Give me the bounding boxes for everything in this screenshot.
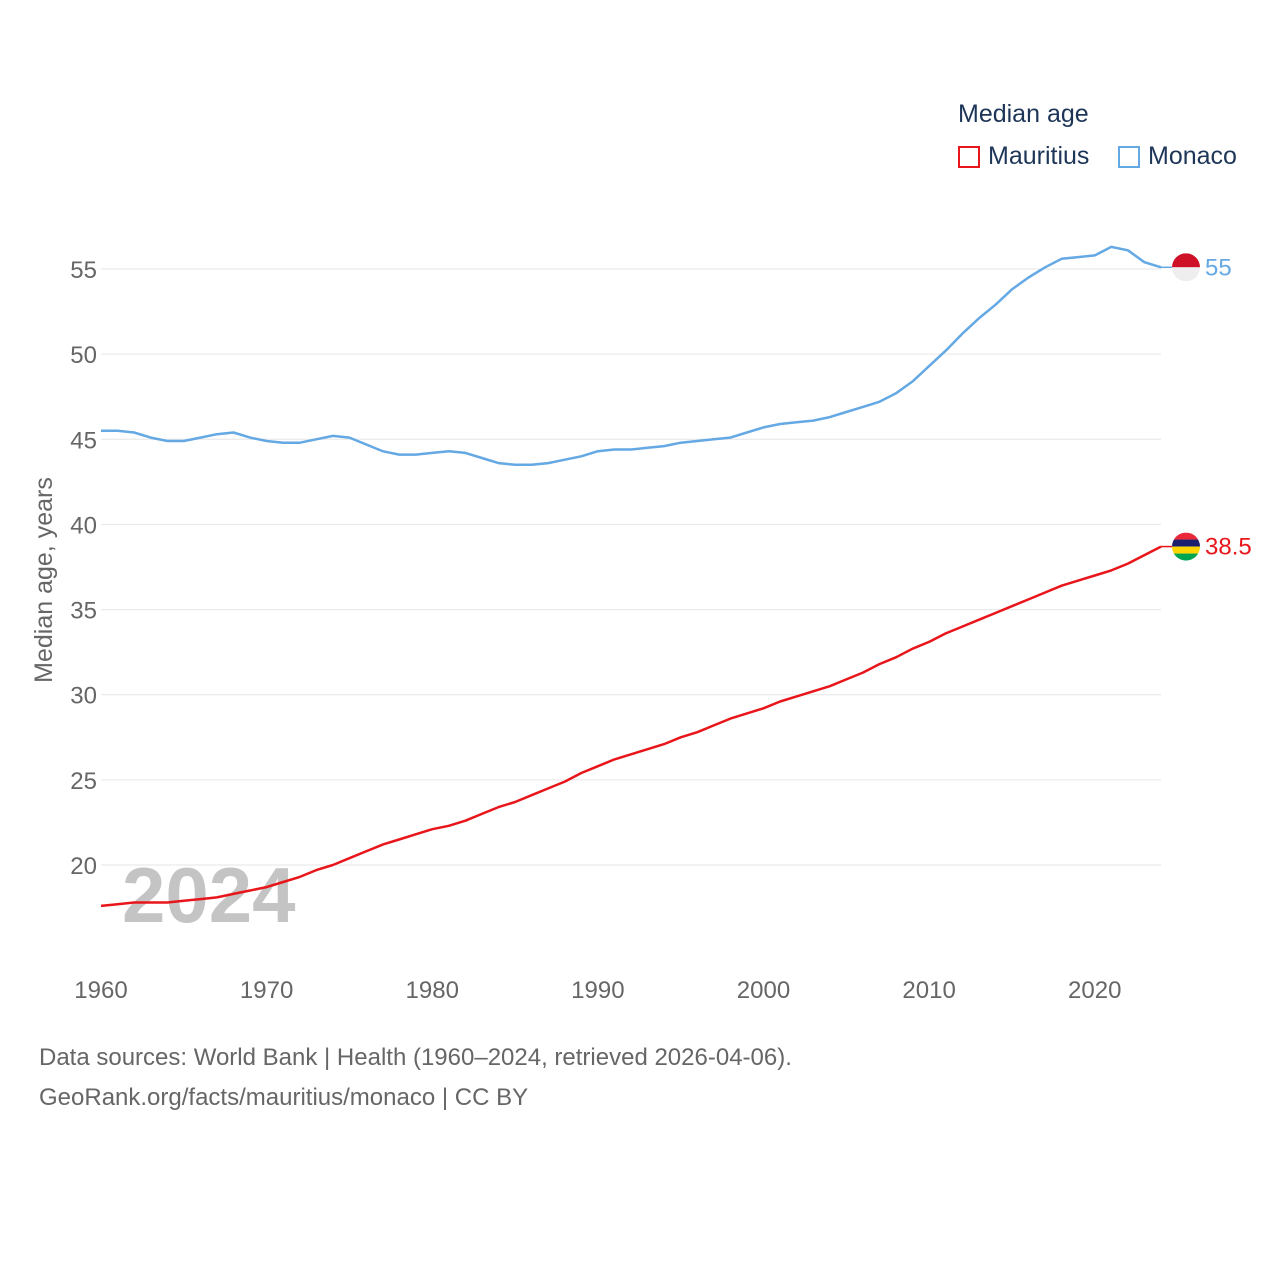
y-tick-label-55: 55 [70, 257, 97, 284]
series-lines [100, 245, 1162, 908]
legend-title: Median age [958, 100, 1089, 128]
mauritius-flag-icon [1172, 532, 1200, 561]
y-tick-label-30: 30 [70, 683, 97, 710]
legend-swatch-mauritius [958, 145, 980, 168]
x-tick-label-1990: 1990 [571, 977, 624, 1004]
y-axis-ticks: 20 25 30 35 40 45 50 55 [70, 257, 97, 880]
series-end-label-monaco: 55 [1205, 254, 1232, 281]
y-axis-label: Median age, years [30, 477, 58, 683]
series-end-label-mauritius: 38.5 [1205, 534, 1252, 561]
y-tick-label-20: 20 [70, 853, 97, 880]
x-tick-label-2010: 2010 [902, 977, 955, 1004]
series-end-markers: 38.5 55 [1161, 253, 1252, 561]
monaco-flag-icon [1172, 253, 1200, 282]
y-tick-label-45: 45 [70, 427, 97, 454]
legend-item-mauritius[interactable]: Mauritius [958, 142, 1089, 171]
y-tick-label-40: 40 [70, 512, 97, 539]
x-tick-label-2020: 2020 [1068, 977, 1121, 1004]
source-link[interactable]: GeoRank.org/facts/mauritius/monaco | CC … [39, 1084, 529, 1111]
x-tick-label-1980: 1980 [406, 977, 459, 1004]
y-tick-label-35: 35 [70, 598, 97, 625]
x-tick-label-1960: 1960 [74, 977, 127, 1004]
source-text: Data sources: World Bank | Health (1960–… [39, 1044, 792, 1071]
y-tick-label-50: 50 [70, 342, 97, 369]
x-tick-label-2000: 2000 [737, 977, 790, 1004]
year-watermark: 2024 [122, 851, 296, 939]
legend-label-mauritius: Mauritius [988, 142, 1090, 170]
legend-label-monaco: Monaco [1148, 142, 1237, 170]
legend-swatch-monaco [1118, 145, 1140, 168]
series-line-monaco[interactable] [101, 245, 1162, 467]
x-tick-label-1970: 1970 [240, 977, 293, 1004]
legend-item-monaco[interactable]: Monaco [1118, 142, 1237, 171]
x-axis-ticks: 1960 1970 1980 1990 2000 2010 2020 [74, 977, 1121, 1004]
series-line-mauritius[interactable] [100, 545, 1162, 908]
grid-lines [101, 268, 1161, 866]
y-tick-label-25: 25 [70, 768, 97, 795]
